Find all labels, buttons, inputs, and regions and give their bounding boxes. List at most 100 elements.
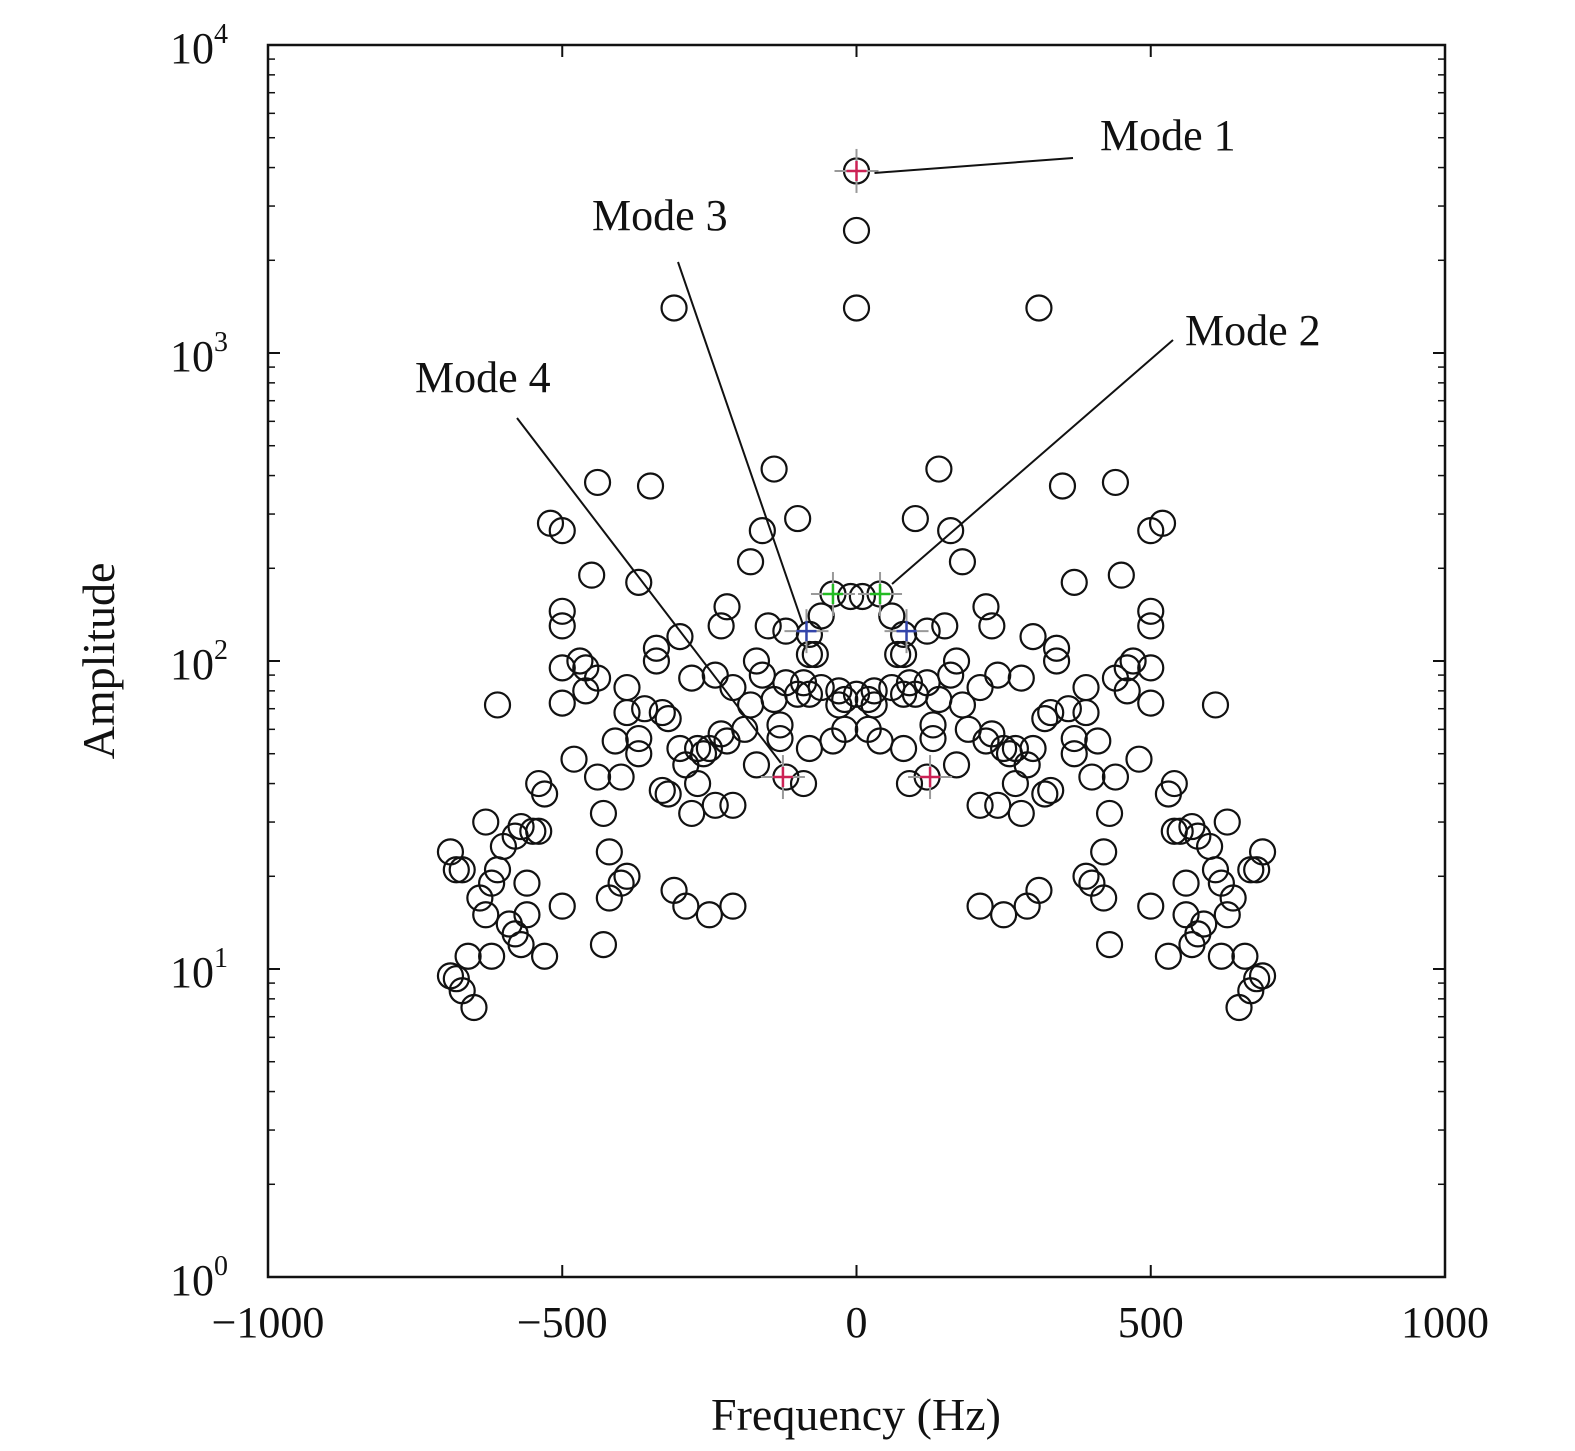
data-point	[1048, 472, 1077, 500]
data-point	[530, 780, 559, 808]
data-point	[589, 799, 618, 828]
data-point	[1243, 965, 1271, 993]
data-point	[784, 504, 812, 533]
mode-label: Mode 3	[592, 191, 728, 240]
data-point	[1213, 901, 1241, 929]
y-tick-base: 10	[170, 1256, 214, 1305]
data-point	[954, 715, 982, 743]
data-point	[713, 727, 741, 755]
data-point	[1060, 568, 1088, 596]
data-point	[548, 597, 576, 625]
data-point	[990, 901, 1018, 929]
data-point	[1078, 763, 1106, 791]
data-point	[1013, 892, 1041, 920]
data-point	[895, 769, 924, 798]
y-tick-exponent: 2	[214, 635, 228, 666]
data-point	[1042, 647, 1071, 675]
y-tick-label: 104	[170, 19, 228, 73]
data-point	[1137, 892, 1165, 920]
data-point	[919, 724, 947, 753]
data-point	[889, 640, 918, 669]
y-tick-base: 10	[170, 24, 214, 73]
y-tick-label: 102	[170, 635, 228, 689]
data-point	[1090, 884, 1118, 912]
data-point	[972, 727, 1000, 755]
data-point	[1072, 673, 1100, 702]
data-point	[1107, 561, 1135, 589]
data-point	[1025, 294, 1053, 322]
data-point	[789, 769, 818, 798]
data-point	[966, 892, 994, 920]
data-point	[695, 734, 723, 763]
data-point	[831, 685, 859, 714]
data-point	[925, 685, 953, 714]
data-point	[736, 691, 765, 719]
data-point	[719, 892, 747, 920]
mode-annotations: Mode 1 Mode 2 Mode 3 Mode 4	[415, 111, 1321, 800]
data-point	[1137, 654, 1165, 682]
data-point	[825, 691, 853, 719]
data-point	[607, 763, 635, 791]
mode-leader-line	[516, 417, 782, 764]
data-point	[842, 216, 871, 245]
x-tick-label: −500	[517, 1298, 608, 1347]
data-point	[595, 884, 623, 912]
data-point	[719, 791, 747, 819]
data-point	[795, 734, 824, 763]
data-point	[613, 698, 641, 727]
data-point	[1213, 808, 1241, 836]
data-point	[837, 582, 865, 611]
data-point	[472, 901, 500, 929]
y-tick-base: 10	[170, 640, 214, 689]
data-point	[1054, 695, 1082, 723]
data-point	[760, 455, 788, 483]
data-point	[613, 673, 641, 702]
data-point	[589, 931, 618, 959]
data-point	[942, 751, 971, 779]
data-point	[660, 876, 688, 904]
data-point	[848, 582, 876, 611]
data-point	[436, 838, 465, 866]
data-point	[1042, 634, 1071, 662]
data-point	[984, 791, 1012, 819]
data-point	[578, 561, 606, 589]
data-point	[931, 612, 959, 640]
data-point	[1219, 884, 1247, 912]
data-point	[1031, 780, 1059, 808]
minor-ticks	[268, 58, 1445, 1186]
data-point	[548, 892, 576, 920]
data-point	[1031, 705, 1059, 733]
data-point	[807, 602, 835, 630]
data-point	[1237, 856, 1265, 884]
data-point	[1172, 869, 1200, 897]
data-point	[1072, 862, 1100, 890]
data-point	[1166, 817, 1194, 845]
data-point	[1231, 942, 1259, 970]
data-point	[472, 808, 500, 836]
data-point	[919, 711, 947, 739]
data-point	[854, 685, 882, 714]
data-point	[748, 517, 776, 545]
data-point	[1084, 727, 1112, 755]
data-point	[1025, 876, 1053, 904]
data-point	[766, 711, 794, 739]
data-point	[1137, 597, 1165, 625]
data-point	[625, 724, 653, 753]
data-point	[460, 993, 488, 1022]
data-point	[519, 817, 547, 845]
data-point	[636, 472, 665, 500]
data-point	[1201, 856, 1230, 884]
data-point	[842, 294, 871, 322]
x-tick-labels: −1000 −500 0 500 1000	[212, 1298, 1489, 1347]
data-point	[1095, 799, 1124, 828]
data-point	[583, 763, 612, 791]
data-point	[942, 647, 971, 675]
data-point	[601, 727, 629, 755]
y-tick-exponent: 0	[214, 1251, 228, 1282]
data-point	[801, 640, 829, 669]
data-point	[754, 612, 782, 640]
plot-area-frame	[266, 43, 1447, 1279]
data-point	[1160, 817, 1188, 845]
